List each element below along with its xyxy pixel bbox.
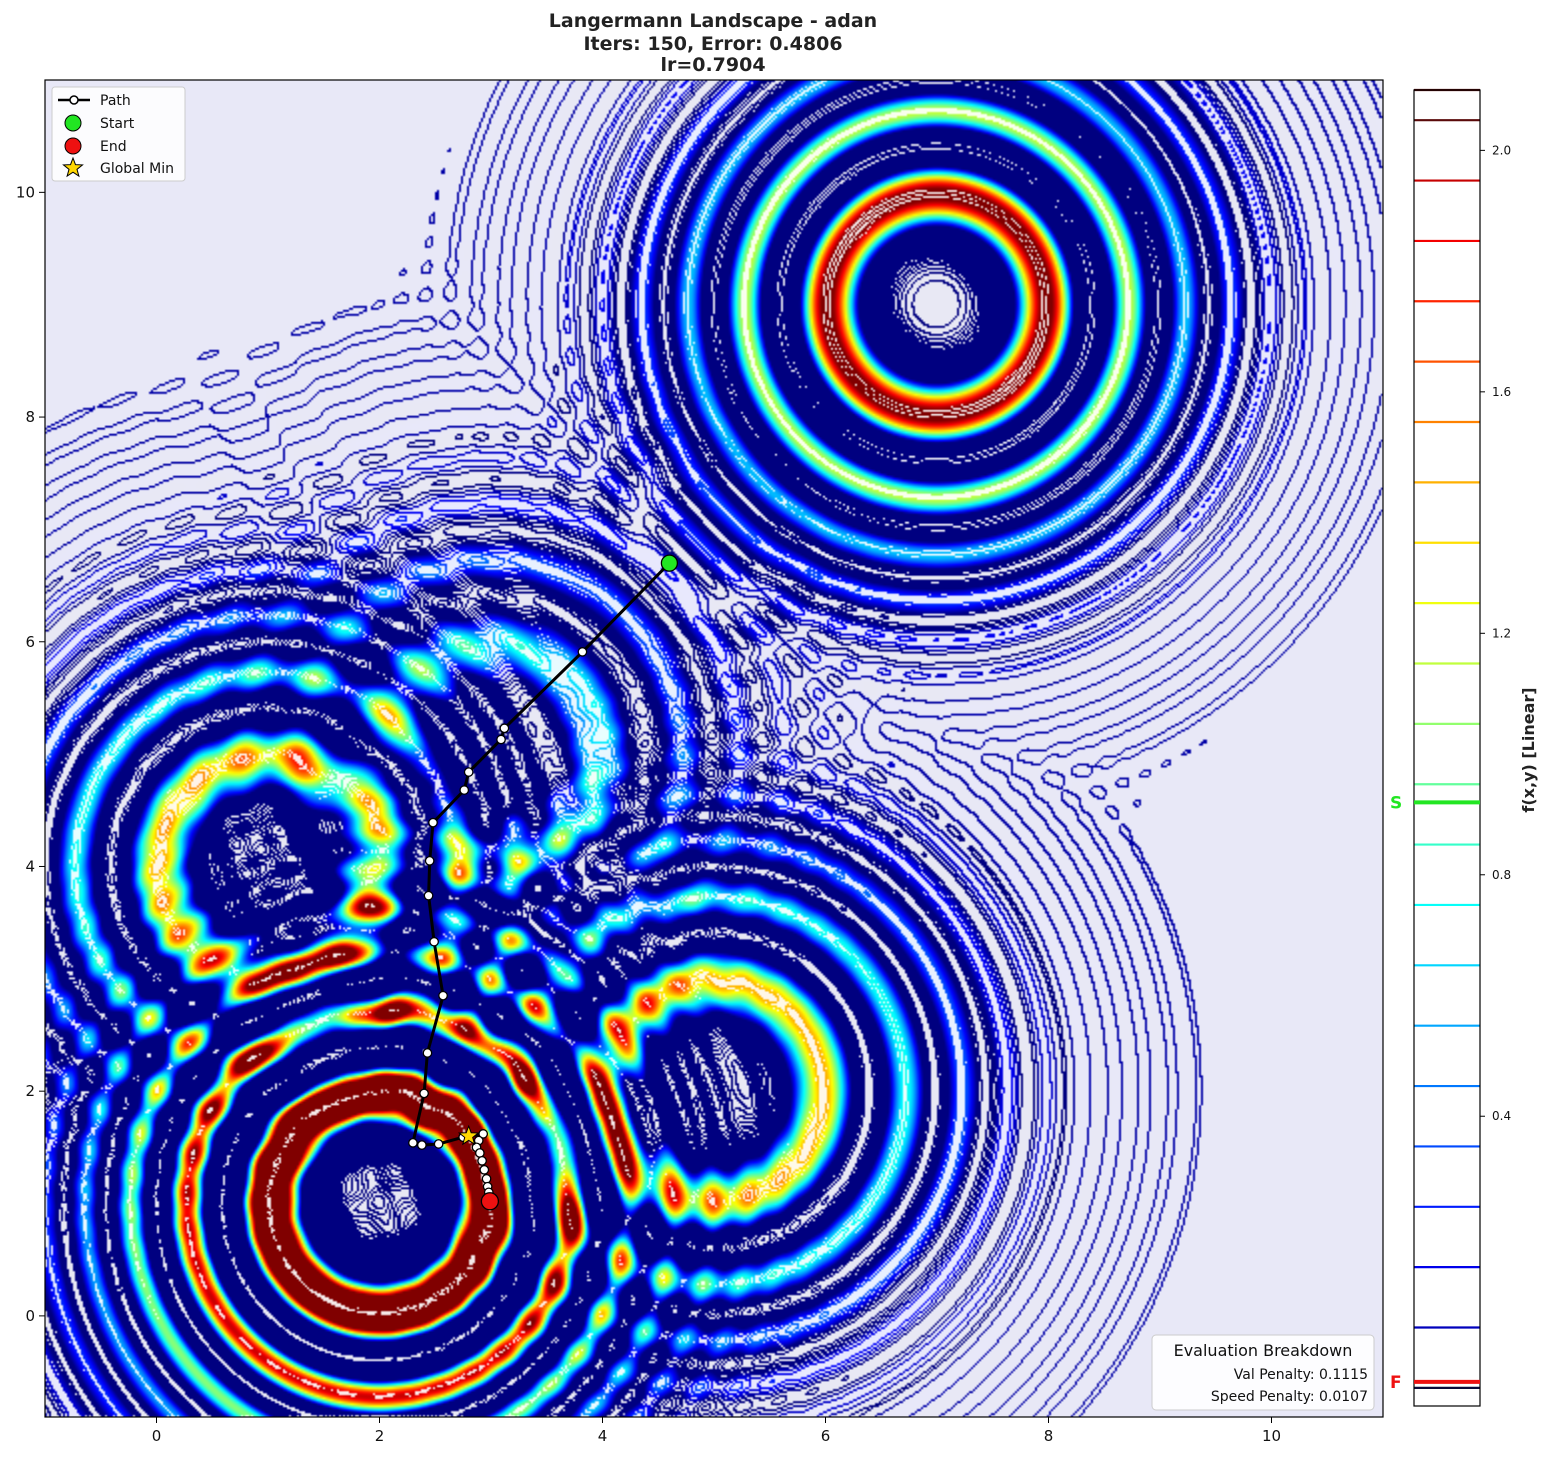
x-tick-label: 4 [598, 1427, 608, 1445]
colorbar: 0.40.81.21.62.0 SF f(x,y) [Linear] [1390, 88, 1538, 1407]
evaluation-breakdown: Evaluation Breakdown Val Penalty: 0.1115… [1151, 1334, 1375, 1411]
colorbar-levels [1414, 88, 1480, 1389]
path-point-13 [408, 1138, 418, 1148]
path-point-9 [429, 936, 439, 947]
path-point-1 [577, 647, 588, 657]
plot-frame [44, 79, 1384, 1418]
legend-label-global-min: Global Min [100, 161, 174, 177]
path-point-23 [481, 1173, 492, 1184]
y-tick-label: 4 [25, 857, 35, 875]
legend-label-end: End [100, 139, 127, 155]
path-point-4 [463, 767, 474, 777]
x-axis: 0 2 4 6 8 10 [152, 1417, 1281, 1445]
path-point-17 [478, 1129, 489, 1139]
contour-image [45, 80, 1383, 1417]
path-point-5 [459, 785, 470, 795]
y-tick-label: 10 [16, 183, 35, 201]
path-point-22 [479, 1164, 490, 1175]
evaluation-title: Evaluation Breakdown [1174, 1341, 1353, 1360]
legend-label-path: Path [100, 93, 131, 109]
y-tick-label: 8 [25, 408, 35, 426]
global-min-star [457, 1124, 480, 1146]
end-marker [480, 1192, 500, 1211]
x-tick-label: 0 [152, 1427, 162, 1445]
y-tick-label: 6 [25, 633, 35, 651]
colorbar-frame [1413, 89, 1481, 1407]
x-tick-label: 6 [821, 1427, 831, 1445]
colorbar-marker-label-F: F [1390, 1373, 1402, 1393]
speed-penalty-text: Speed Penalty: 0.0107 [1211, 1389, 1368, 1405]
legend-box [51, 86, 186, 182]
optimizer-path-layer [408, 554, 679, 1211]
colorbar-tick-label: 0.4 [1492, 1109, 1511, 1123]
colorbar-markers: SF [1390, 793, 1480, 1393]
chart-title-line-1: Langermann Landscape - adan [549, 10, 877, 32]
path-point-15 [433, 1139, 444, 1149]
val-penalty-text: Val Penalty: 0.1115 [1234, 1367, 1368, 1383]
path-point-10 [438, 990, 448, 1001]
contour-layer [45, 80, 1383, 1417]
path-point-8 [423, 890, 434, 901]
start-marker [660, 554, 679, 572]
chart-title-line-3: lr=0.7904 [660, 54, 765, 76]
colorbar-tick-label: 2.0 [1492, 143, 1511, 157]
legend-start-marker [64, 114, 82, 132]
x-tick-label: 8 [1044, 1427, 1054, 1445]
colorbar-marker-label-S: S [1390, 793, 1402, 813]
colorbar-ticks: 0.4 0.8 1.2 1.6 2.0 [1480, 143, 1511, 1123]
legend-path-marker [69, 95, 79, 105]
legend: Path Start End Global Min [51, 86, 186, 182]
path-point-2 [499, 723, 510, 734]
legend-end-marker [64, 137, 82, 155]
path-point-11 [422, 1048, 433, 1058]
path-point-6 [428, 817, 438, 828]
chart-title-line-2: Iters: 150, Error: 0.4806 [583, 33, 842, 55]
colorbar-tick-label: 1.6 [1492, 385, 1511, 399]
colorbar-background [1414, 90, 1480, 1406]
colorbar-tick-label: 1.2 [1492, 626, 1511, 640]
path-point-20 [474, 1148, 485, 1158]
path-point-12 [419, 1088, 429, 1099]
x-tick-label: 10 [1262, 1427, 1281, 1445]
legend-label-start: Start [100, 116, 135, 132]
y-axis: 0 2 4 6 8 10 [16, 183, 45, 1325]
path-point-14 [417, 1140, 427, 1150]
plot-area [44, 79, 1384, 1418]
x-tick-label: 2 [375, 1427, 385, 1445]
y-tick-label: 0 [25, 1307, 35, 1325]
path-point-21 [477, 1155, 487, 1166]
legend-global-min-star [62, 156, 84, 178]
path-point-3 [496, 734, 506, 745]
evaluation-box [1151, 1334, 1375, 1411]
colorbar-tick-label: 0.8 [1492, 868, 1511, 882]
y-tick-label: 2 [25, 1082, 35, 1100]
path-point-7 [424, 856, 435, 866]
colorbar-label: f(x,y) [Linear] [1519, 687, 1538, 812]
